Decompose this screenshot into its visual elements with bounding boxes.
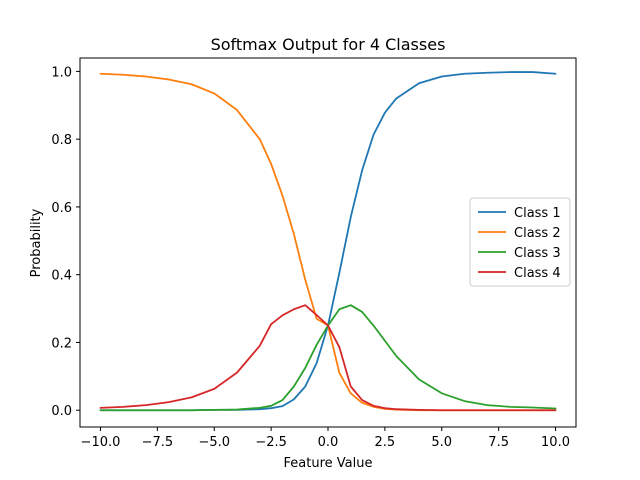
x-tick-label: −2.5 [255, 435, 287, 450]
x-axis-label: Feature Value [284, 456, 373, 471]
series-lines [99, 71, 557, 412]
x-tick-label: 0.0 [318, 435, 339, 450]
y-tick-label: 0.4 [51, 269, 72, 284]
chart-title: Softmax Output for 4 Classes [211, 35, 446, 54]
y-tick-label: 0.6 [51, 201, 72, 216]
legend-box [469, 197, 571, 287]
y-tick-label: 1.0 [51, 65, 72, 80]
x-tick-label: −10.0 [81, 435, 121, 450]
x-tick-label: 7.5 [488, 435, 509, 450]
y-axis-label: Probability [29, 208, 44, 277]
y-axis-ticks: 0.0 0.2 0.4 0.6 0.8 1.0 [51, 65, 80, 419]
legend-label-class-2: Class 2 [514, 226, 561, 241]
y-tick-label: 0.8 [51, 133, 72, 148]
legend-label-class-3: Class 3 [514, 246, 561, 261]
x-tick-label: 2.5 [375, 435, 396, 450]
y-tick-label: 0.0 [51, 404, 72, 419]
x-tick-label: 5.0 [431, 435, 452, 450]
legend: Class 1 Class 2 Class 3 Class 4 [469, 197, 571, 287]
x-tick-label: −5.0 [198, 435, 230, 450]
x-axis-ticks: −10.0 −7.5 −5.0 −2.5 0.0 2.5 5.0 7.5 10.0 [81, 427, 570, 450]
legend-label-class-4: Class 4 [514, 266, 561, 281]
x-tick-label: 10.0 [541, 435, 570, 450]
x-tick-label: −7.5 [142, 435, 174, 450]
y-tick-label: 0.2 [51, 336, 72, 351]
legend-label-class-1: Class 1 [514, 206, 561, 221]
series-line-class-4 [99, 304, 557, 412]
